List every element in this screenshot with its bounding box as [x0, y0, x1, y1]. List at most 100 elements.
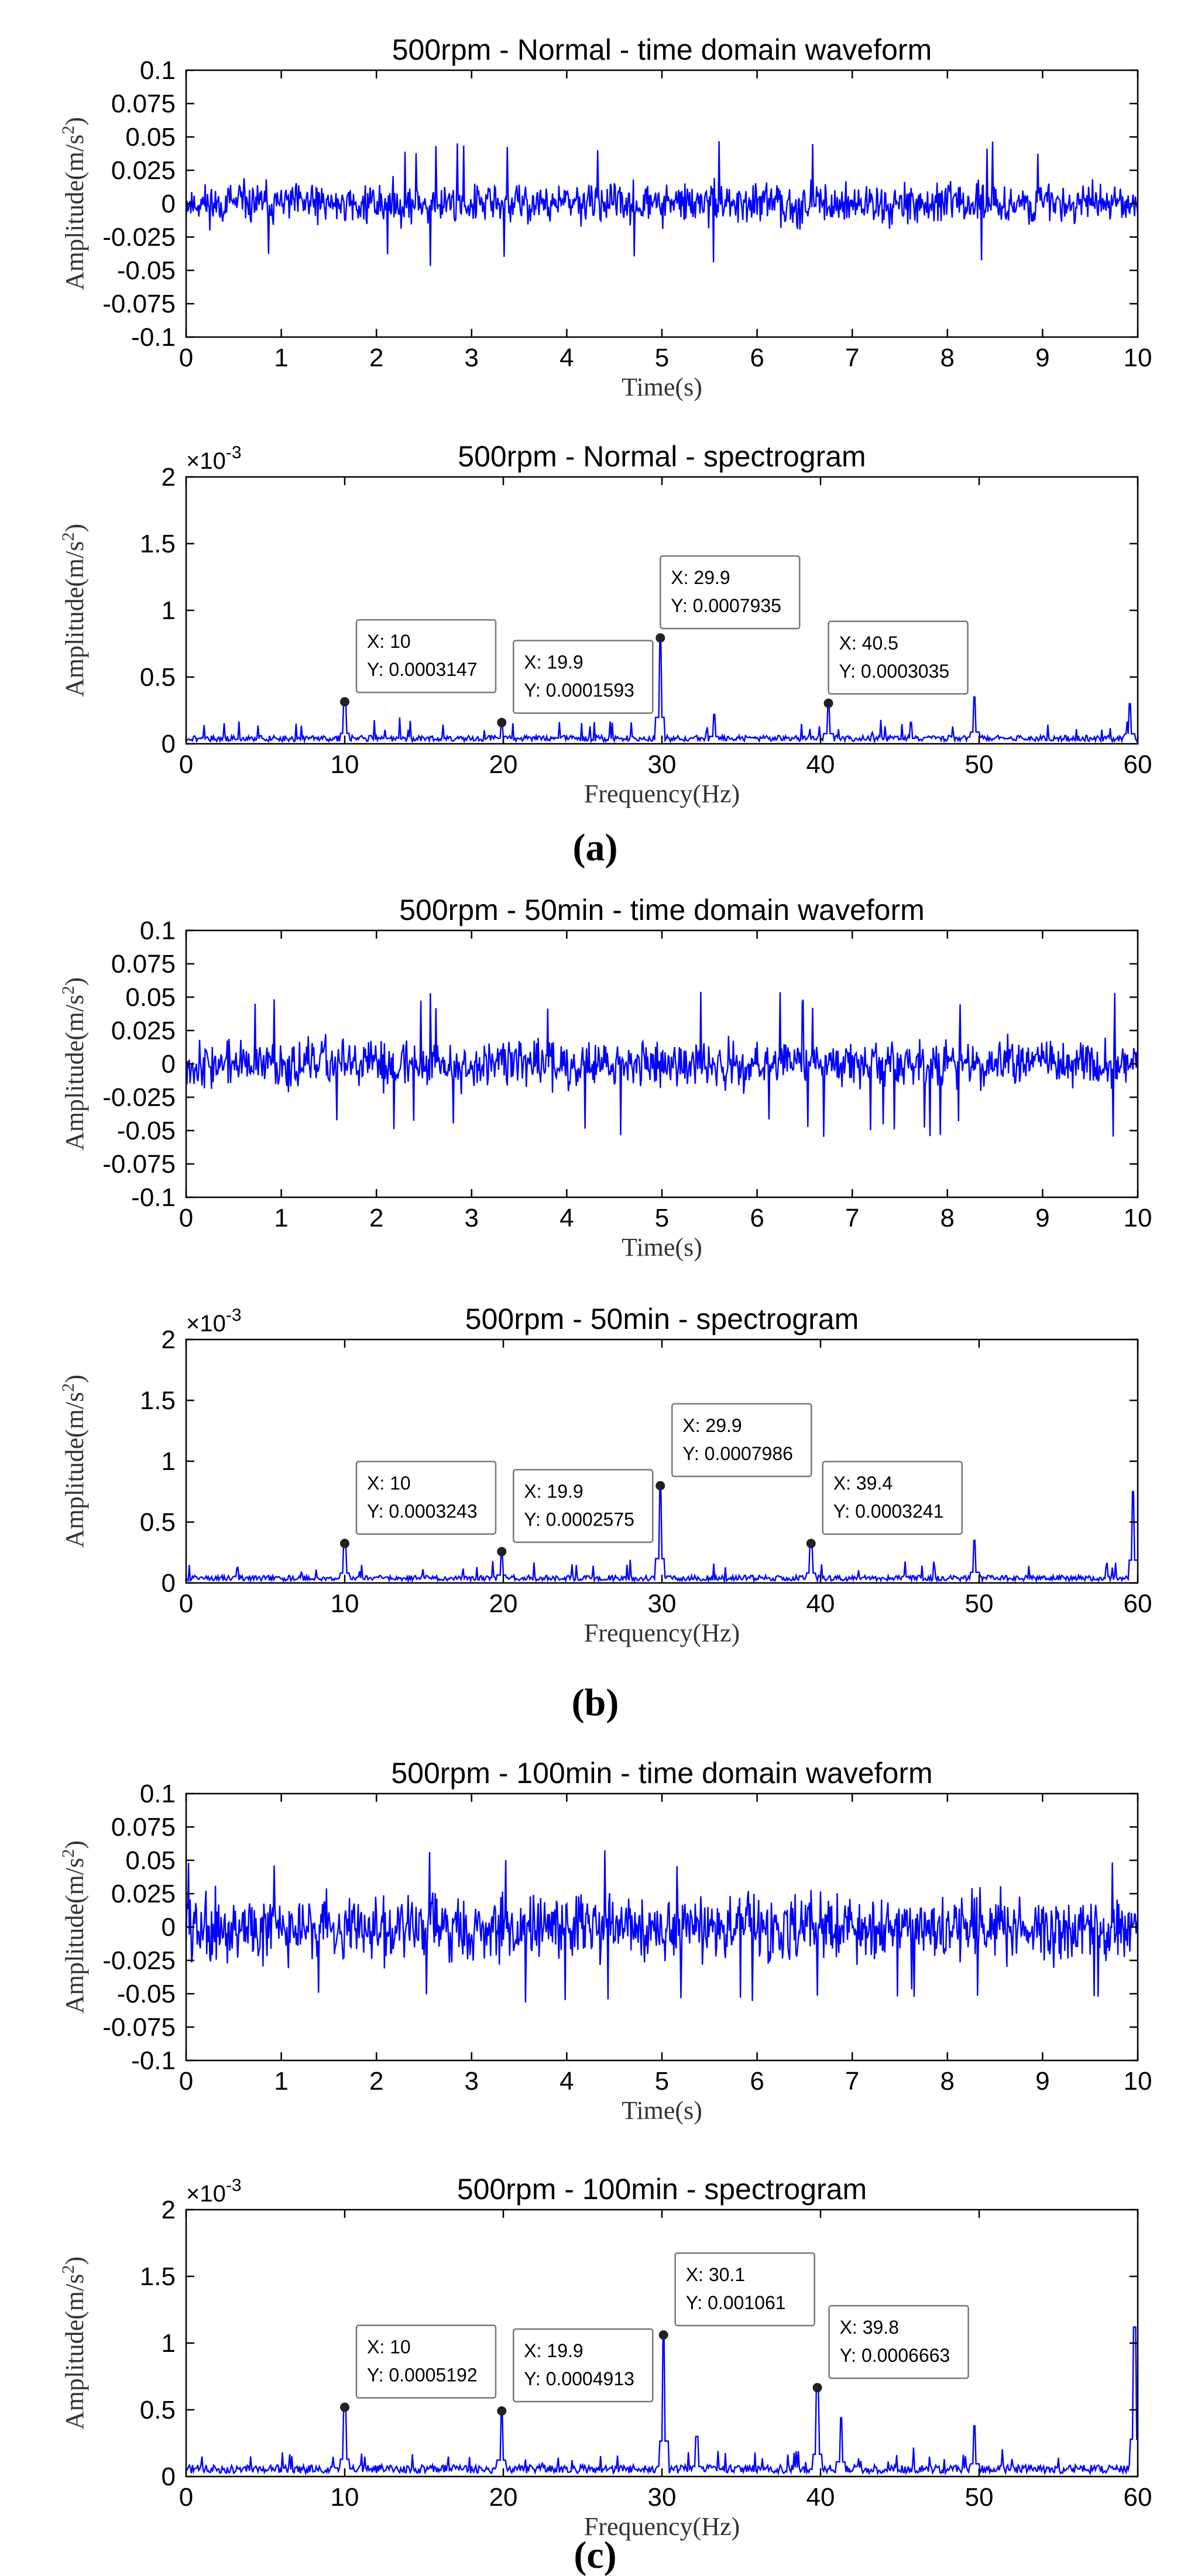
y-tick-label: 0.05 [125, 123, 176, 152]
x-tick-label: 30 [648, 1589, 677, 1618]
x-tick-label: 6 [750, 344, 764, 372]
y-tick-label: 0 [162, 1913, 176, 1942]
chart-2: 0 10 20 30 40 50 60 2 1.5 1 0.5 0 500rpm - Normal - … [59, 440, 1152, 808]
x-tick-label: 8 [941, 344, 955, 372]
y-tick-label: 0 [162, 2462, 176, 2491]
datatip-x: X: 39.4 [833, 1473, 893, 1494]
x-axis-label: Time(s) [622, 373, 702, 401]
x-tick-label: 9 [1035, 344, 1049, 372]
x-tick-label: 7 [845, 1204, 859, 1232]
x-tick-label: 20 [489, 750, 518, 779]
chart-5: 0 1 2 3 4 5 6 7 8 9 10 0.1 0.075 0.05 0.025 0 -0.025 -0.0… [59, 1757, 1152, 2125]
datatip-box [674, 2252, 815, 2327]
datatip-y: Y: 0.0003035 [839, 661, 950, 682]
y-tick-label: 0.5 [140, 663, 176, 692]
x-tick-label: 0 [179, 2067, 193, 2096]
y-tick-label: 0 [162, 1569, 176, 1598]
y-tick-label: 0.5 [140, 1508, 176, 1537]
y-axis-label: Amplitude(m/s2) [59, 2256, 89, 2430]
datatip[interactable]: X: 10 Y: 0.0005192 [340, 2324, 497, 2412]
datatip-x: X: 10 [367, 631, 411, 652]
datatip-marker [497, 2406, 507, 2416]
chart-title: 500rpm - 100min - time domain waveform [391, 1757, 932, 1790]
datatip[interactable]: X: 39.8 Y: 0.0006663 [812, 2304, 969, 2393]
datatip[interactable]: X: 29.9 Y: 0.0007986 [655, 1403, 812, 1490]
datatip-y: Y: 0.0002575 [524, 1509, 634, 1530]
x-tick-label: 5 [655, 2067, 669, 2096]
chart-6: 0 10 20 30 40 50 60 2 1.5 1 0.5 0 500rpm - 100min - … [59, 2173, 1152, 2541]
x-tick-label: 50 [965, 1589, 994, 1618]
datatip-y: Y: 0.0001593 [524, 680, 634, 701]
chart-title: 500rpm - 100min - spectrogram [457, 2173, 867, 2206]
y-tick-label: -0.1 [131, 323, 176, 352]
x-tick-label: 10 [331, 2483, 359, 2512]
datatip-box [671, 1403, 812, 1478]
y-tick-label: 0.025 [111, 1016, 176, 1045]
x-tick-label: 3 [465, 1204, 479, 1232]
x-tick-label: 0 [179, 1589, 193, 1618]
x-tick-label: 6 [750, 2067, 764, 2096]
x-tick-label: 1 [274, 1204, 288, 1232]
x-tick-label: 2 [369, 1204, 383, 1232]
y-tick-label: 0.025 [111, 1880, 176, 1908]
x-tick-label: 3 [465, 2067, 479, 2096]
chart-3: 0 1 2 3 4 5 6 7 8 9 10 0.1 0.075 0.05 0.025 0 -0.025 -0.0… [59, 894, 1152, 1262]
x-tick-label: 30 [648, 2483, 677, 2512]
datatip-marker [655, 633, 665, 643]
y-tick-label: 2 [162, 2196, 176, 2224]
x-axis-label: Frequency(Hz) [584, 779, 740, 808]
y-tick-label: -0.025 [102, 1083, 176, 1112]
y-axis-label: Amplitude(m/s2) [59, 1375, 89, 1548]
datatip[interactable]: X: 19.9 Y: 0.0001593 [497, 640, 654, 727]
datatip-marker [812, 2383, 822, 2393]
x-tick-label: 1 [274, 2067, 288, 2096]
x-tick-label: 40 [806, 1589, 835, 1618]
datatip[interactable]: X: 19.9 Y: 0.0004913 [497, 2328, 654, 2416]
datatip-y: Y: 0.0003243 [367, 1501, 478, 1522]
datatip-marker [497, 717, 507, 727]
y-tick-label: 0 [162, 1050, 176, 1079]
datatip[interactable]: X: 19.9 Y: 0.0002575 [497, 1469, 654, 1557]
y-tick-label: 0.05 [125, 983, 176, 1012]
y-axis-label: Amplitude(m/s2) [59, 117, 89, 290]
y-axis-label: Amplitude(m/s2) [59, 1840, 89, 2014]
chart-title: 500rpm - 50min - spectrogram [465, 1303, 859, 1335]
x-tick-label: 10 [331, 750, 359, 779]
datatip-marker [823, 698, 833, 708]
x-axis-label: Time(s) [622, 2096, 702, 2125]
y-tick-label: -0.1 [131, 1183, 176, 1212]
datatip-box [828, 2304, 969, 2379]
datatip[interactable]: X: 39.4 Y: 0.0003241 [806, 1461, 963, 1548]
y-tick-label: 1.5 [140, 2262, 176, 2291]
y-tick-label: -0.025 [102, 1946, 176, 1975]
datatip-box [513, 1469, 654, 1543]
y-tick-label: -0.075 [102, 290, 176, 318]
panel-label: (c) [574, 2534, 616, 2576]
datatip[interactable]: X: 10 Y: 0.0003147 [340, 619, 497, 707]
datatip-y: Y: 0.0006663 [840, 2345, 950, 2366]
y-tick-label: 1.5 [140, 530, 176, 558]
y-tick-label: -0.05 [117, 1980, 176, 2008]
x-tick-label: 2 [369, 344, 383, 372]
y-exponent-label: ×10-3 [186, 2176, 242, 2207]
signal-line [186, 1485, 1138, 1584]
datatip[interactable]: X: 40.5 Y: 0.0003035 [823, 620, 969, 708]
datatip[interactable]: X: 29.9 Y: 0.0007935 [655, 555, 801, 643]
y-tick-label: 0 [162, 730, 176, 758]
panel-label: (a) [573, 826, 618, 869]
datatip[interactable]: X: 10 Y: 0.0003243 [340, 1461, 497, 1548]
datatip-y: Y: 0.0003241 [833, 1501, 944, 1522]
y-exponent-label: ×10-3 [186, 443, 242, 474]
x-tick-label: 20 [489, 1589, 518, 1618]
x-tick-label: 0 [179, 2483, 193, 2512]
y-tick-label: -0.1 [131, 2046, 176, 2075]
datatip[interactable]: X: 30.1 Y: 0.001061 [658, 2252, 815, 2340]
datatip-x: X: 29.9 [682, 1415, 742, 1436]
datatip-y: Y: 0.0007986 [682, 1443, 793, 1464]
x-tick-label: 40 [806, 750, 835, 779]
datatip-x: X: 40.5 [839, 633, 898, 654]
signal-line [186, 2326, 1138, 2477]
datatip-y: Y: 0.0004913 [524, 2368, 634, 2389]
signal-line [186, 637, 1139, 744]
